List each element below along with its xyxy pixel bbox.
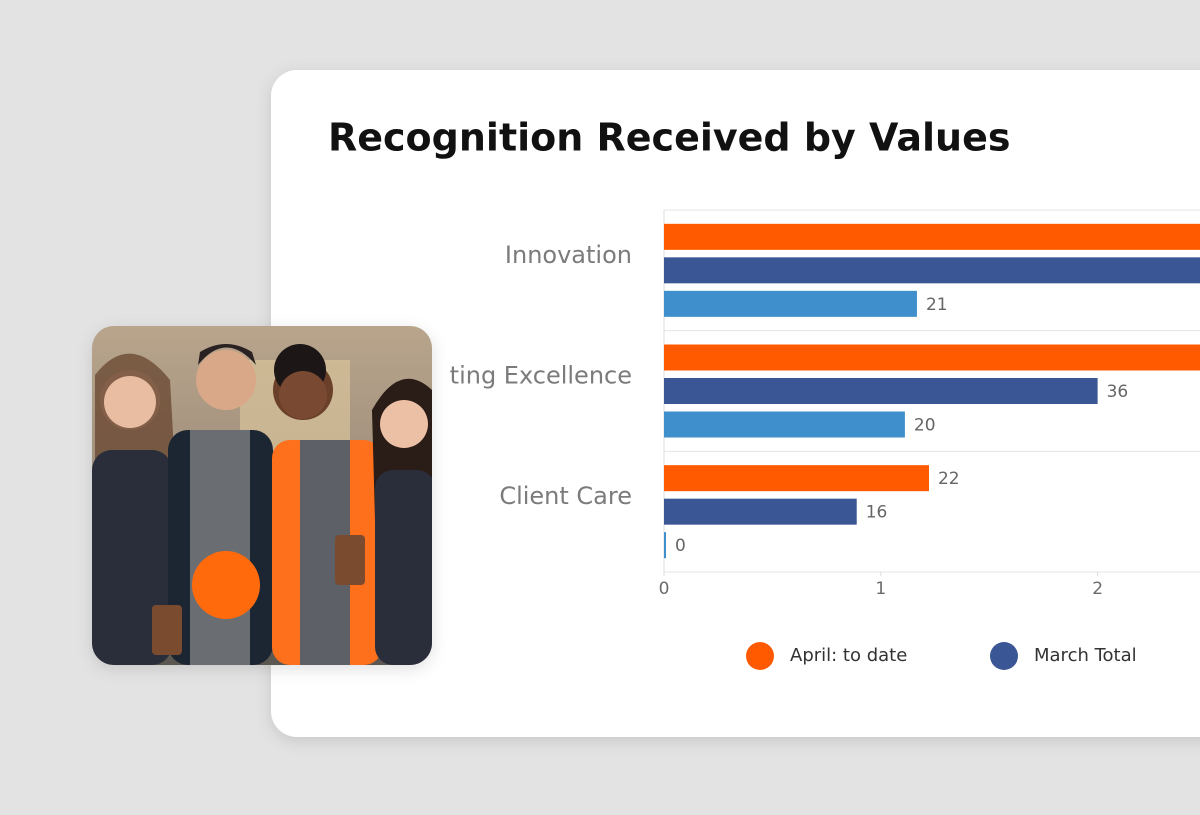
value-label: 22 [938, 469, 960, 489]
value-label: 21 [926, 295, 948, 315]
photo [92, 326, 432, 665]
bar [664, 223, 1200, 250]
x-tick-label: 0 [659, 579, 670, 599]
category-label: ting Excellence [450, 362, 632, 390]
bar [664, 532, 666, 559]
category-label: Client Care [499, 482, 632, 510]
value-label: 16 [866, 503, 888, 523]
category-label: Innovation [505, 241, 632, 269]
bar [664, 344, 1200, 371]
value-label: 36 [1107, 382, 1129, 402]
bar [664, 257, 1200, 284]
x-tick-label: 2 [1092, 579, 1103, 599]
x-tick-label: 1 [875, 579, 886, 599]
legend-swatch [746, 642, 774, 670]
legend-label: April: to date [790, 645, 907, 666]
plot: 0 1 2 Innovation 21 ting Excellence 36 20 Client… [450, 209, 1200, 670]
bar [664, 378, 1098, 404]
value-label: 20 [914, 416, 936, 436]
chart-title: Recognition Received by Values [328, 116, 1011, 160]
bar [664, 411, 905, 438]
bar [664, 465, 929, 492]
bar [664, 290, 917, 317]
legend-label: March Total [1034, 645, 1137, 666]
legend-swatch [990, 642, 1018, 670]
bar [664, 498, 857, 525]
value-label: 0 [675, 536, 686, 556]
